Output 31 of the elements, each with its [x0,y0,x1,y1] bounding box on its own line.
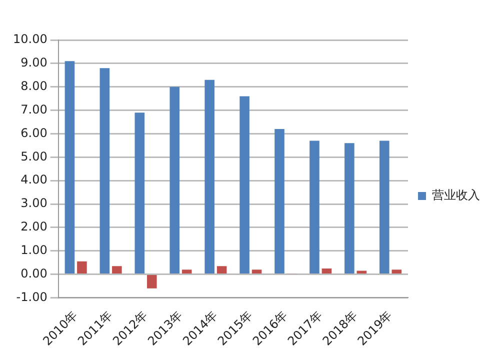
legend-label: 营业收入 [432,188,480,202]
bar [274,129,284,274]
bar [64,61,75,274]
y-tick-label: 0.00 [20,266,48,280]
y-tick-label: -1.00 [16,290,48,304]
y-tick-label: 8.00 [20,78,48,93]
y-tick-label: 10.00 [12,32,48,46]
y-tick-label: 4.00 [20,172,48,187]
bar [380,140,390,274]
bar [252,270,262,274]
bar [240,96,250,274]
bar [146,275,157,288]
y-tick-label: 7.00 [20,102,48,116]
bar [112,266,122,274]
bar [77,261,87,274]
bar [204,80,214,274]
bar [182,270,192,274]
bar [344,143,354,274]
bar [170,86,180,274]
y-tick-label: 5.00 [20,149,48,164]
bar [100,68,110,274]
bar [322,268,332,274]
bar [392,270,402,274]
y-tick-label: 3.00 [20,196,48,210]
bar [310,140,320,274]
y-tick-label: 6.00 [20,126,48,140]
bar [216,266,227,274]
y-tick-label: 1.00 [20,243,48,257]
y-tick-label: 2.00 [20,220,48,234]
bar [134,112,145,274]
y-tick-label: 9.00 [20,56,48,70]
